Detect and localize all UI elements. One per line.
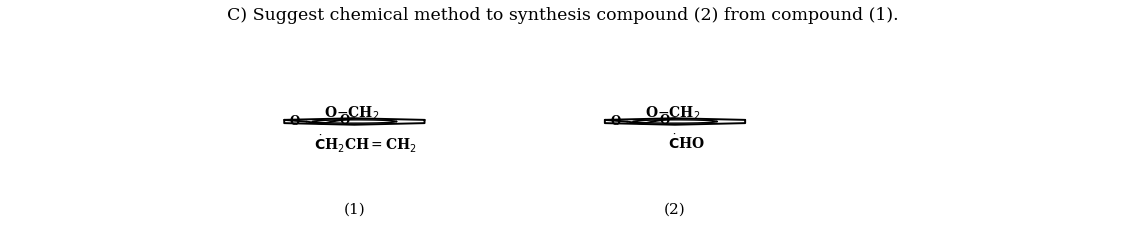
Text: C) Suggest chemical method to synthesis compound (2) from compound (1).: C) Suggest chemical method to synthesis … [227,7,898,24]
Text: O: O [339,115,350,128]
Text: (1): (1) [343,203,366,217]
Text: $\dot{\mathbf{C}}$H$_2$CH$=$CH$_2$: $\dot{\mathbf{C}}$H$_2$CH$=$CH$_2$ [314,134,417,155]
Text: O$-$CH$_2$: O$-$CH$_2$ [324,104,379,122]
Text: O: O [659,115,670,128]
Text: O$-$CH$_2$: O$-$CH$_2$ [645,104,700,122]
Text: (2): (2) [664,203,686,217]
Text: O: O [610,115,621,128]
Text: $\dot{\mathbf{C}}$HO: $\dot{\mathbf{C}}$HO [668,134,704,152]
Text: O: O [289,115,300,128]
